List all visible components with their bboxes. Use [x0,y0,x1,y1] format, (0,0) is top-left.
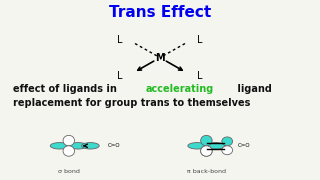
Text: L: L [197,35,203,45]
Ellipse shape [201,135,212,146]
Ellipse shape [222,146,233,155]
Ellipse shape [82,143,99,149]
Ellipse shape [50,143,69,149]
Text: L: L [117,71,123,81]
Text: accelerating: accelerating [146,84,214,94]
Text: replacement for group trans to themselves: replacement for group trans to themselve… [13,98,250,108]
Ellipse shape [69,143,87,149]
Text: ligand: ligand [234,84,271,94]
Ellipse shape [201,146,212,156]
Text: effect of ligands in: effect of ligands in [13,84,120,94]
Text: C=O: C=O [108,143,121,148]
Ellipse shape [222,137,233,146]
Text: σ bond: σ bond [58,169,80,174]
Ellipse shape [188,143,206,149]
Text: L: L [117,35,123,45]
Ellipse shape [201,146,212,156]
Ellipse shape [206,143,225,149]
Ellipse shape [63,135,75,146]
Text: M: M [155,53,165,63]
Text: π back-bond: π back-bond [187,169,226,174]
Text: Trans Effect: Trans Effect [109,5,211,20]
Ellipse shape [63,146,75,156]
Text: L: L [197,71,203,81]
Text: C=O: C=O [238,143,250,148]
